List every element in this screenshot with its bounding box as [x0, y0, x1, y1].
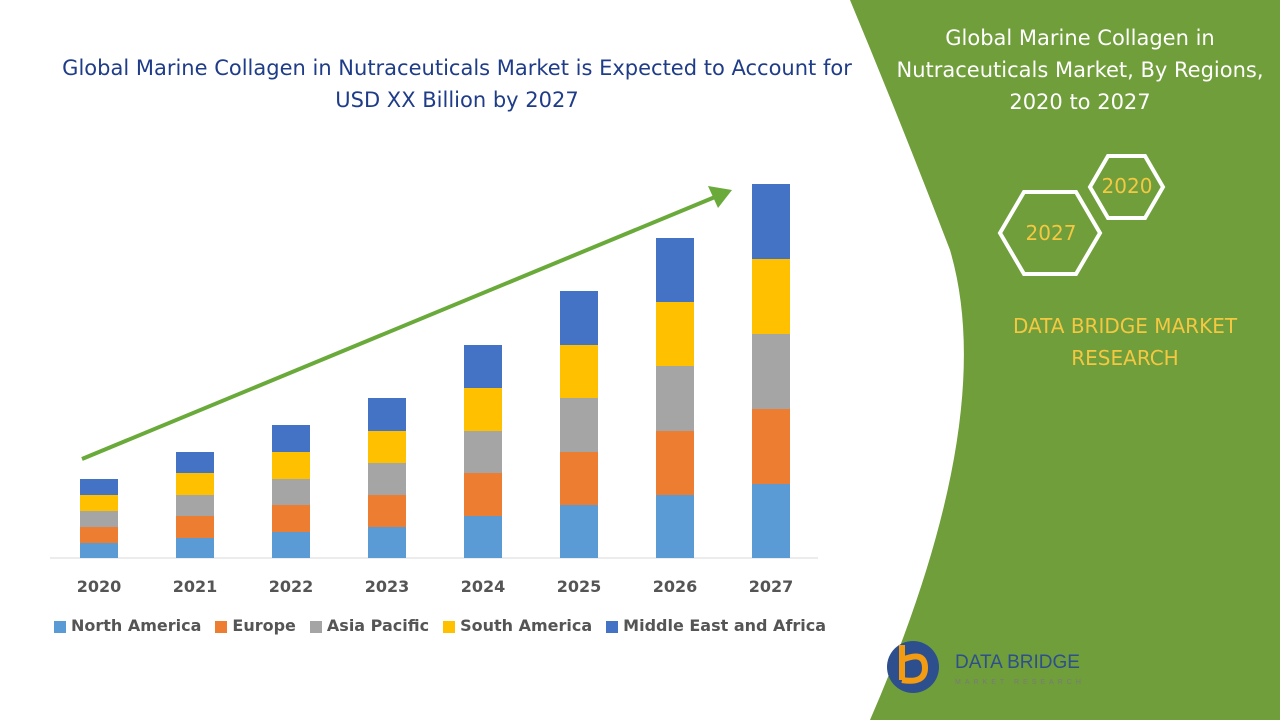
- bar-segment: [80, 479, 118, 495]
- bar-segment: [656, 366, 694, 431]
- bar-segment: [656, 238, 694, 302]
- bar-segment: [368, 527, 406, 558]
- legend-item: Asia Pacific: [309, 616, 430, 635]
- bar-segment: [80, 543, 118, 558]
- x-tick-label: 2021: [173, 577, 218, 596]
- bar-segment: [80, 495, 118, 511]
- bar-segment: [752, 334, 790, 409]
- trend-arrow: [81, 195, 716, 461]
- hex-label: 2020: [1102, 174, 1153, 198]
- legend-item: Middle East and Africa: [606, 616, 826, 635]
- bar-segment: [560, 291, 598, 345]
- bar-segment: [464, 345, 502, 388]
- x-tick-label: 2024: [461, 577, 506, 596]
- bar-segment: [176, 516, 214, 538]
- legend-label: Asia Pacific: [326, 616, 430, 635]
- bar-segment: [176, 473, 214, 495]
- logo-mark: [887, 641, 939, 693]
- bar-segment: [752, 409, 790, 484]
- logo-name: DATA BRIDGE: [955, 652, 1080, 673]
- legend-item: North America: [53, 616, 202, 635]
- hexagon: [997, 190, 1103, 276]
- bar-segment: [80, 527, 118, 543]
- panel-title: Global Marine Collagen in Nutraceuticals…: [896, 26, 1264, 114]
- bar-segment: [656, 431, 694, 495]
- bar-segment: [368, 495, 406, 527]
- bar-segment: [368, 431, 406, 463]
- legend-swatch: [53, 620, 66, 633]
- chart-title: Global Marine Collagen in Nutraceuticals…: [62, 56, 852, 112]
- bar-segment: [656, 302, 694, 366]
- legend-label: Europe: [232, 616, 296, 635]
- bar-segment: [464, 431, 502, 473]
- x-tick-label: 2023: [365, 577, 410, 596]
- bar-segment: [272, 479, 310, 505]
- bar-segment: [368, 463, 406, 495]
- bar-segment: [752, 484, 790, 558]
- bar-segment: [560, 398, 598, 452]
- bar-segment: [272, 505, 310, 532]
- legend-swatch: [215, 620, 228, 633]
- logo-tagline: MARKET RESEARCH: [955, 679, 1085, 686]
- side-panel: [850, 0, 1280, 720]
- legend-swatch: [443, 620, 456, 633]
- hex-label: 2027: [1026, 221, 1077, 245]
- legend-item: South America: [443, 616, 592, 635]
- x-tick-label: 2027: [749, 577, 794, 596]
- bar-segment: [176, 538, 214, 558]
- legend-item: Europe: [215, 616, 296, 635]
- x-tick-label: 2020: [77, 577, 122, 596]
- bar-segment: [560, 452, 598, 505]
- bar-segment: [560, 345, 598, 398]
- arrow-head: [708, 186, 732, 208]
- bar-segment: [272, 425, 310, 452]
- bar-segment: [560, 505, 598, 558]
- brand: DATA BRIDGE MARKET RESEARCH: [1012, 314, 1238, 370]
- bar-segment: [464, 516, 502, 558]
- legend-swatch: [309, 620, 322, 633]
- bar-segment: [80, 511, 118, 527]
- bar-segment: [656, 495, 694, 558]
- legend-label: South America: [460, 616, 593, 635]
- bar-segment: [176, 452, 214, 473]
- legend-label: North America: [70, 616, 202, 635]
- bar-segment: [272, 532, 310, 558]
- bar-segment: [464, 473, 502, 516]
- legend: North America Europe Asia Pacific South Ame…: [40, 616, 840, 635]
- x-tick-label: 2022: [269, 577, 314, 596]
- bar-segment: [752, 184, 790, 259]
- bar-segment: [464, 388, 502, 431]
- bar-segment: [176, 495, 214, 516]
- x-tick-label: 2025: [557, 577, 602, 596]
- legend-swatch: [606, 620, 619, 633]
- legend-label: Middle East and Africa: [623, 616, 827, 635]
- bar-segment: [272, 452, 310, 479]
- bar-segment: [752, 259, 790, 334]
- logo-b: [899, 645, 929, 684]
- x-tick-label: 2026: [653, 577, 698, 596]
- hexagon: [1087, 154, 1166, 220]
- bar-segment: [368, 398, 406, 431]
